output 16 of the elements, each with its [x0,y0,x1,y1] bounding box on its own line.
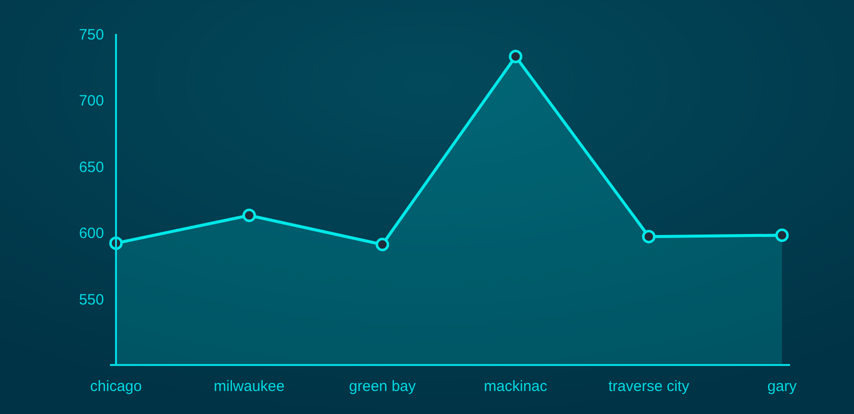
x-tick-label: green bay [349,378,416,395]
x-tick-label: chicago [90,378,142,395]
x-tick-label: milwaukee [214,378,285,395]
point [775,228,789,242]
x-tick-label: traverse city [608,378,690,395]
y-tick-label: 750 [78,26,104,44]
point [376,238,390,252]
x-tick-label: mackinac [484,378,548,395]
point [242,208,256,222]
x-tick-label: gary [767,378,798,395]
y-tick-label: 700 [78,92,104,110]
y-tick-label: 650 [78,158,104,176]
y-tick-label: 550 [78,291,104,308]
point [508,50,522,64]
y-tick-label: 600 [78,225,104,242]
point [642,230,656,244]
